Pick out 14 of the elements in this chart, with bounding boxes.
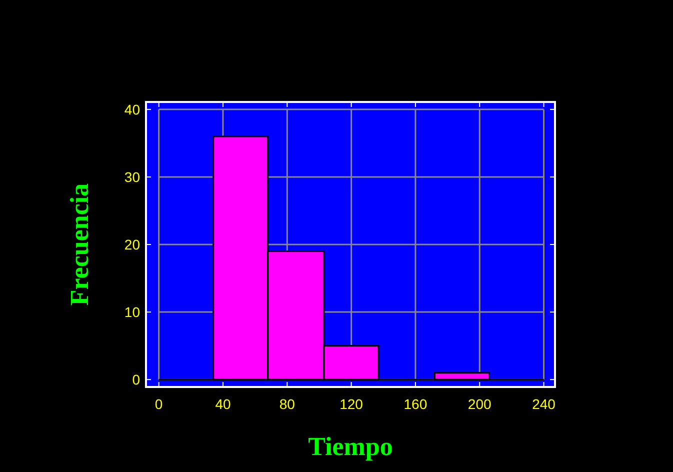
x-tick-label: 240	[532, 396, 556, 412]
y-tick-label: 40	[124, 101, 140, 118]
x-tick-label: 80	[279, 396, 296, 412]
x-tick-label: 0	[154, 396, 163, 412]
y-tick-label: 0	[132, 371, 140, 388]
x-tick-label: 120	[340, 396, 364, 412]
x-tick-label: 40	[215, 396, 231, 412]
x-tick-label: 160	[404, 396, 428, 412]
y-tick-label: 20	[124, 236, 140, 252]
x-tick-label: 200	[468, 396, 492, 412]
y-tick-label: 10	[124, 304, 140, 320]
y-tick-label: 30	[124, 168, 140, 185]
x-axis-title: Tiempo	[308, 432, 393, 461]
y-axis-title: Frecuencia	[65, 183, 94, 306]
